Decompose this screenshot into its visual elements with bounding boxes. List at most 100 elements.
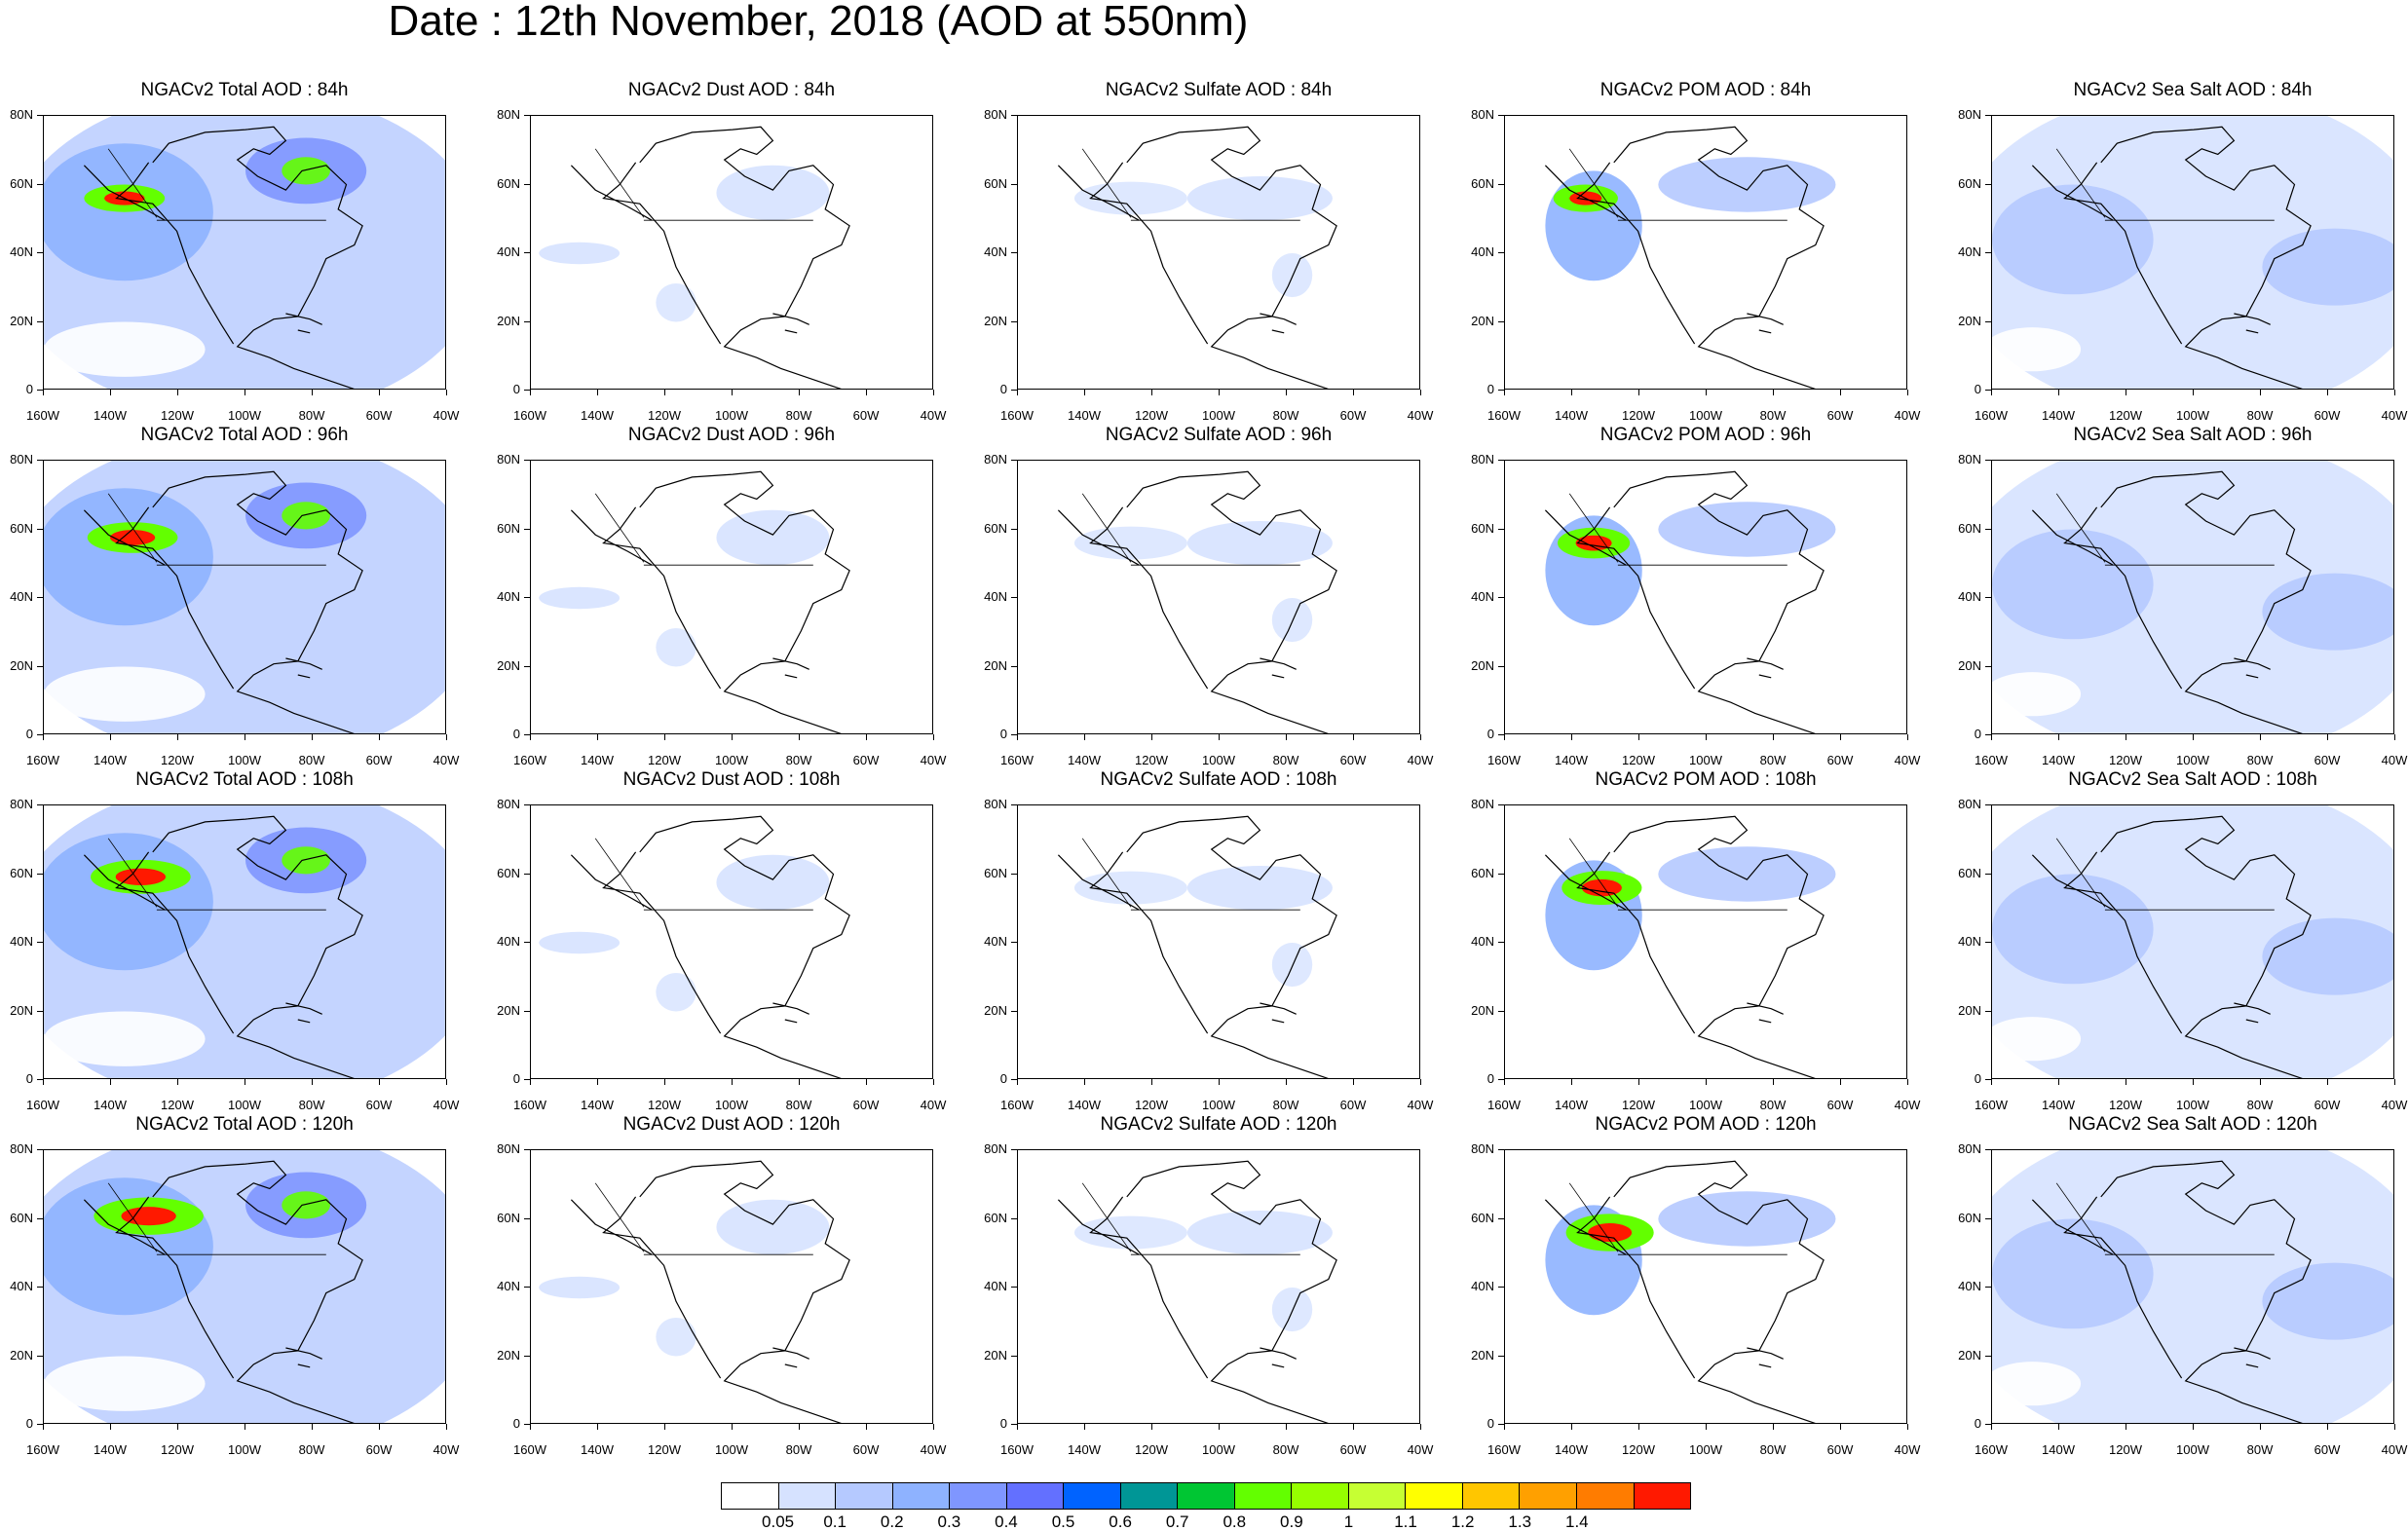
- lat-tick-label: 0: [25, 1416, 33, 1431]
- lon-tick: [866, 1079, 867, 1085]
- lon-tick: [1638, 734, 1639, 740]
- lat-tick: [1498, 1355, 1504, 1357]
- political-border: [1081, 493, 1300, 566]
- lon-tick-label: 100W: [2176, 1442, 2209, 1457]
- colorbar: [721, 1482, 1691, 1510]
- map-svg: [1992, 1150, 2393, 1423]
- coastline: [83, 815, 363, 1078]
- lon-tick: [2327, 734, 2328, 740]
- lat-tick-label: 40N: [497, 589, 520, 604]
- political-border: [2055, 1182, 2275, 1255]
- map-svg: [1057, 815, 1337, 1078]
- coastline: [1747, 1002, 1784, 1024]
- lon-tick-label: 120W: [2109, 1098, 2142, 1112]
- lat-tick-label: 60N: [1958, 865, 1981, 880]
- lon-tick: [1907, 734, 1908, 740]
- lat-tick: [524, 597, 530, 598]
- lat-tick-label: 80N: [497, 1141, 520, 1156]
- lon-tick: [1504, 1079, 1505, 1085]
- lon-tick: [177, 1079, 178, 1085]
- lat-tick-label: 40N: [1958, 1279, 1981, 1293]
- lat-tick: [1498, 873, 1504, 875]
- lat-tick-label: 0: [1974, 1416, 1981, 1431]
- lon-tick: [597, 734, 598, 740]
- lon-tick-label: 100W: [228, 753, 261, 767]
- lon-tick-label: 140W: [94, 753, 127, 767]
- lat-tick-label: 80N: [984, 797, 1007, 811]
- map-area: [43, 1149, 446, 1424]
- lat-tick: [524, 115, 530, 116]
- political-border: [1081, 838, 1300, 911]
- lon-tick: [1991, 1424, 1992, 1430]
- colorbar-cell: [722, 1483, 779, 1509]
- aod-field-patch: [44, 833, 213, 971]
- lon-tick: [2327, 1424, 2328, 1430]
- political-border: [1568, 838, 1787, 911]
- lat-tick-label: 80N: [10, 452, 33, 467]
- aod-field-patch: [1992, 529, 2154, 640]
- panel-title: NGACv2 Dust AOD : 108h: [622, 769, 841, 790]
- lat-tick: [524, 1079, 530, 1080]
- lon-tick-label: 40W: [2381, 1098, 2408, 1112]
- lon-tick: [446, 734, 447, 740]
- lat-tick: [1498, 942, 1504, 943]
- lon-tick: [1907, 390, 1908, 395]
- colorbar-label: 0.4: [995, 1512, 1018, 1531]
- political-border: [594, 148, 813, 221]
- lat-tick-label: 20N: [497, 1347, 520, 1363]
- lon-tick-label: 120W: [2109, 753, 2142, 767]
- lon-tick: [110, 390, 111, 395]
- lon-tick: [2327, 390, 2328, 395]
- lon-tick-label: 120W: [161, 408, 194, 423]
- lon-tick-label: 140W: [1555, 408, 1588, 423]
- lat-tick: [1985, 804, 1991, 805]
- lon-tick: [933, 734, 934, 740]
- lon-tick-label: 60W: [365, 753, 393, 767]
- lon-tick-label: 80W: [298, 753, 325, 767]
- map-svg: [539, 1160, 850, 1423]
- lon-tick: [732, 390, 733, 395]
- lon-tick-label: 80W: [785, 1098, 812, 1112]
- lon-tick-label: 100W: [2176, 753, 2209, 767]
- lon-tick: [1420, 1424, 1421, 1430]
- lon-tick: [2394, 390, 2395, 395]
- lon-tick-label: 60W: [1339, 1442, 1367, 1457]
- aod-field-patch: [1992, 461, 2393, 733]
- lon-tick-label: 40W: [433, 1442, 460, 1457]
- lat-tick: [37, 942, 43, 943]
- lat-tick-label: 40N: [1958, 244, 1981, 259]
- lat-tick-label: 20N: [1471, 1347, 1494, 1363]
- lat-tick-label: 0: [999, 1071, 1007, 1086]
- map-svg: [1057, 1160, 1337, 1423]
- lon-tick-label: 80W: [298, 1098, 325, 1112]
- lon-tick-label: 100W: [228, 1442, 261, 1457]
- lat-tick-label: 60N: [1958, 175, 1981, 191]
- lon-tick-label: 80W: [1272, 1442, 1299, 1457]
- lon-tick-label: 80W: [1759, 408, 1787, 423]
- colorbar-cell: [1576, 1483, 1635, 1509]
- lon-tick-label: 100W: [1689, 753, 1722, 767]
- lat-tick-label: 0: [1974, 727, 1981, 741]
- figure-title: Date : 12th November, 2018 (AOD at 550nm…: [388, 0, 1249, 45]
- aod-field-patch: [539, 242, 621, 265]
- lat-tick: [37, 252, 43, 253]
- lon-tick: [530, 1079, 531, 1085]
- lon-tick-label: 140W: [581, 753, 614, 767]
- lon-tick-label: 40W: [2381, 1442, 2408, 1457]
- coastline: [1544, 1160, 1825, 1423]
- lon-tick: [2058, 390, 2059, 395]
- colorbar-cell: [1120, 1483, 1179, 1509]
- lon-tick: [177, 734, 178, 740]
- lon-tick: [1907, 1424, 1908, 1430]
- lon-tick: [933, 1079, 934, 1085]
- colorbar-cell: [1234, 1483, 1293, 1509]
- panel-title: NGACv2 Sea Salt AOD : 108h: [2068, 769, 2317, 790]
- coastline: [285, 1002, 322, 1024]
- aod-field-patch: [1581, 878, 1622, 897]
- coastline: [570, 815, 850, 1078]
- map-panel-pom-3: NGACv2 POM AOD : 120h 80N 60N 40N 20N 0 160W 14…: [1471, 1114, 1920, 1457]
- lon-tick-label: 40W: [920, 408, 947, 423]
- panel-title: NGACv2 Sea Salt AOD : 84h: [2073, 80, 2313, 100]
- map-area: [1504, 115, 1907, 390]
- lat-tick-label: 20N: [1471, 1002, 1494, 1018]
